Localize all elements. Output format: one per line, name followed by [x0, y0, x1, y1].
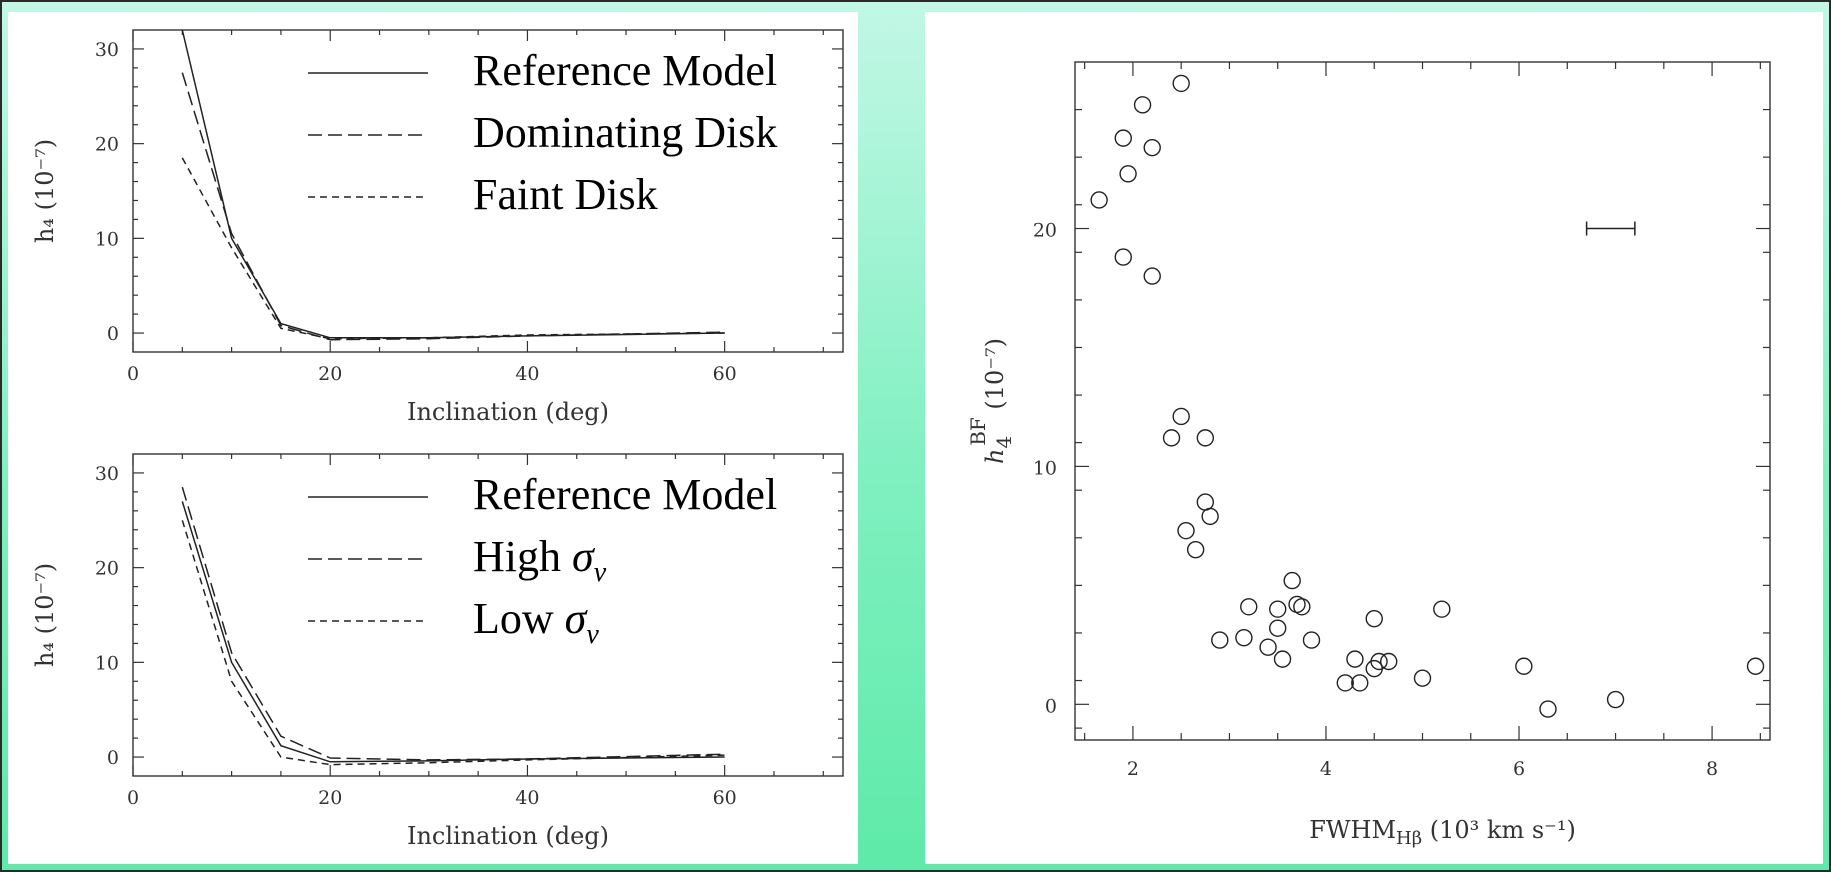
y-tick-label: 30 [95, 39, 119, 61]
data-point-11 [1196, 493, 1215, 511]
series-line-1 [181, 72, 725, 341]
series-line-2 [181, 157, 725, 340]
x-tick-label: 20 [318, 787, 342, 809]
data-point-37 [1606, 690, 1625, 709]
data-point-20 [1269, 619, 1287, 637]
y-tick-label: 20 [95, 134, 119, 156]
data-point-7 [1143, 267, 1161, 285]
y-axis-label: h₄ (10⁻⁷) [31, 139, 59, 243]
x-tick-label: 0 [127, 787, 139, 809]
data-point-27 [1433, 600, 1451, 618]
data-point-1 [1114, 129, 1132, 147]
data-point-30 [1380, 652, 1398, 671]
x-tick-label: 0 [127, 363, 139, 385]
data-point-21 [1235, 629, 1253, 647]
plot-frame [1074, 61, 1771, 741]
left-panel: 0 20 40 60 0 10 20 30 Inclination (deg) h₄ (10⁻⁷)… [8, 12, 858, 864]
y-tick-label: 20 [1033, 220, 1057, 242]
x-tick-label: 40 [515, 787, 539, 809]
y-tick-label: 0 [107, 323, 119, 345]
legend-label-1: High σv [473, 532, 607, 588]
data-point-31 [1365, 659, 1383, 678]
x-axis-label: Inclination (deg) [407, 822, 609, 850]
y-axis-label-group: h4BF (10⁻⁷) [966, 338, 1016, 464]
series-line-0 [181, 501, 725, 763]
legend-label-2: Low σv [473, 594, 599, 650]
data-point-0 [1090, 191, 1108, 209]
data-point-13 [1177, 521, 1195, 540]
y-tick-label: 30 [95, 463, 119, 485]
y-tick-label: 10 [95, 652, 119, 674]
data-point-14 [1186, 540, 1205, 559]
x-tick-label: 60 [713, 787, 737, 809]
legend-label-1: Dominating Disk [473, 108, 777, 157]
chart-bottom: 0 20 40 60 0 10 20 30 Inclination (deg) h₄ (10⁻⁷)… [31, 453, 844, 850]
plot-frame [132, 29, 844, 353]
x-tick-label: 8 [1706, 758, 1718, 780]
y-tick-label: 10 [95, 228, 119, 250]
x-tick-label: 40 [515, 363, 539, 385]
data-point-36 [1539, 700, 1557, 718]
y-tick-label: 10 [1033, 457, 1057, 479]
x-tick-label: 6 [1513, 758, 1525, 780]
data-point-24 [1259, 638, 1277, 656]
data-point-22 [1211, 631, 1229, 649]
chart-top: 0 20 40 60 0 10 20 30 Inclination (deg) h₄ (10⁻⁷)… [31, 29, 844, 426]
legend-label-2: Faint Disk [473, 170, 658, 219]
data-point-19 [1240, 598, 1258, 616]
x-tick-label: 4 [1320, 758, 1332, 780]
data-point-17 [1293, 598, 1311, 616]
data-point-2 [1119, 165, 1137, 183]
legend-label-0: Reference Model [473, 46, 777, 95]
data-point-26 [1365, 609, 1383, 628]
right-panel: 2 4 6 8 0 10 20 FWHMHβ (10³ km s⁻¹) h4BF (10⁻⁷) [925, 12, 1823, 864]
data-point-15 [1283, 571, 1301, 590]
y-axis-label: h₄ (10⁻⁷) [31, 563, 59, 667]
data-point-34 [1413, 669, 1432, 687]
x-tick-label: 2 [1127, 758, 1139, 780]
data-point-38 [1746, 657, 1765, 675]
y-tick-label: 20 [95, 558, 119, 580]
y-tick-label: 0 [107, 747, 119, 769]
data-point-18 [1269, 600, 1287, 618]
data-point-35 [1515, 657, 1533, 675]
data-point-28 [1346, 650, 1364, 668]
data-point-23 [1302, 631, 1321, 649]
data-point-6 [1114, 248, 1132, 266]
x-tick-label: 60 [713, 363, 737, 385]
data-point-9 [1162, 429, 1181, 447]
y-tick-label: 0 [1045, 695, 1057, 717]
y-axis-label: h4BF (10⁻⁷) [966, 338, 1016, 464]
x-axis-label: FWHMHβ (10³ km s⁻¹) [1309, 816, 1576, 849]
plot-frame [132, 453, 844, 777]
data-point-12 [1201, 507, 1219, 526]
data-point-4 [1172, 74, 1190, 93]
data-point-25 [1273, 650, 1292, 668]
legend-label-0: Reference Model [473, 470, 777, 519]
series-line-1 [181, 486, 725, 761]
data-point-32 [1336, 674, 1354, 692]
data-point-33 [1351, 674, 1369, 692]
x-tick-label: 20 [318, 363, 342, 385]
x-axis-label: Inclination (deg) [407, 398, 609, 426]
data-point-8 [1172, 407, 1190, 426]
chart-right: 2 4 6 8 0 10 20 FWHMHβ (10³ km s⁻¹) h4BF (10⁻⁷) [966, 61, 1771, 849]
data-point-3 [1133, 96, 1152, 114]
data-point-10 [1196, 429, 1215, 447]
series-line-2 [181, 520, 725, 766]
data-point-5 [1143, 138, 1161, 157]
